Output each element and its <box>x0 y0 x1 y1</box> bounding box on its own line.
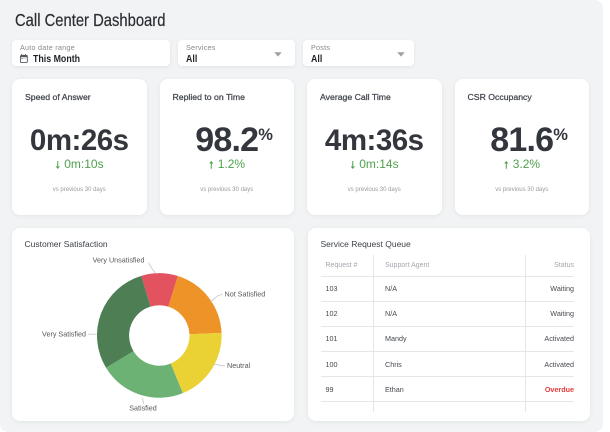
svg-text:Satisfied: Satisfied <box>129 404 157 413</box>
svg-text:Neutral: Neutral <box>227 361 251 370</box>
svg-text:Not Satisfied: Not Satisfied <box>225 290 266 299</box>
svg-text:Very Unsatisfied: Very Unsatisfied <box>93 256 145 265</box>
svg-text:Very Satisfied: Very Satisfied <box>42 330 86 339</box>
